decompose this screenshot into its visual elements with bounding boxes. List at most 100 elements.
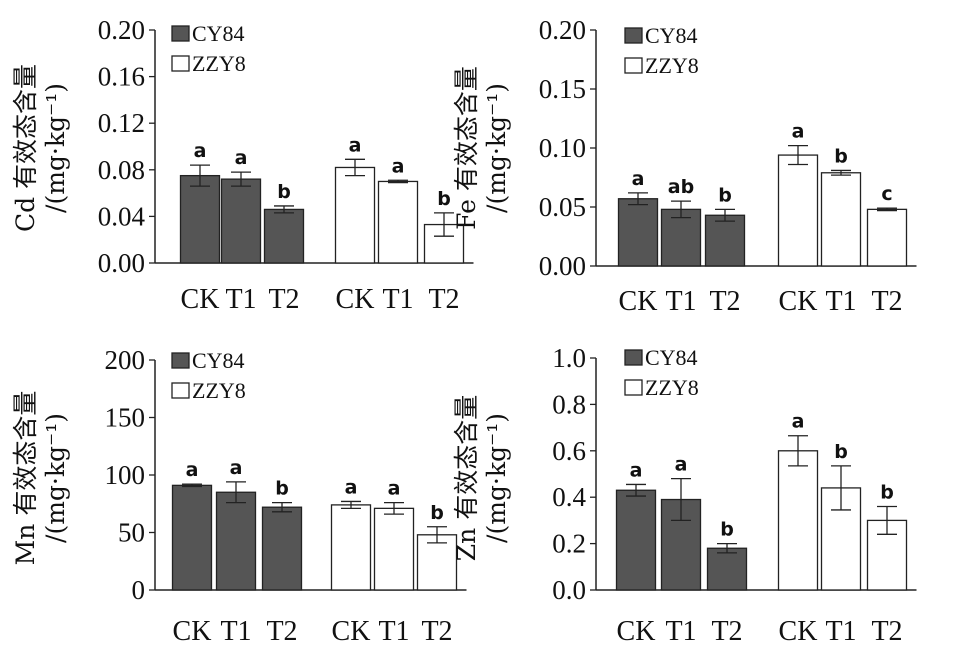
significance-letter: b xyxy=(834,145,848,167)
significance-letter: a xyxy=(349,134,362,156)
panel-zn: 0.0 0.2 0.4 0.6 0.8 1.0 a CK a T1 b T2 a CK b T1 b T2 CY84… xyxy=(452,343,917,647)
bar-zzy8-ck xyxy=(777,154,819,267)
significance-letter: b xyxy=(834,441,848,463)
category-label: T1 xyxy=(825,616,856,647)
y-tick-label: 0.12 xyxy=(98,108,145,138)
legend-label-cy84: CY84 xyxy=(192,348,245,373)
panel-cd: 0.00 0.04 0.08 0.12 0.16 0.20 a CK a T1 b T2 a CK a T1 b… xyxy=(11,15,474,315)
y-tick-label: 0.20 xyxy=(539,15,586,45)
category-label: T1 xyxy=(665,616,696,647)
legend-label-cy84: CY84 xyxy=(192,21,245,46)
significance-letter: a xyxy=(675,454,688,476)
y-axis-label: Mn 有效态含量 xyxy=(11,391,40,566)
category-label: CK xyxy=(181,284,220,315)
y-axis-unit: /(mg·kg⁻¹) xyxy=(482,83,511,213)
bar-zzy8-t1 xyxy=(377,180,419,264)
category-label: T2 xyxy=(268,284,299,315)
category-label: T1 xyxy=(220,616,251,647)
category-label: T2 xyxy=(266,616,297,647)
y-tick-label: 0.6 xyxy=(552,436,586,466)
category-label: T1 xyxy=(382,284,413,315)
bar-cy84-t1 xyxy=(215,491,257,591)
bar-cy84-ck xyxy=(171,484,213,591)
y-axis-label: Fe 有效态含量 xyxy=(452,66,481,230)
legend-swatch-zzy8 xyxy=(171,382,190,399)
y-axis-label: Cd 有效态含量 xyxy=(11,64,40,232)
significance-letter: a xyxy=(630,459,643,481)
y-tick-label: 0 xyxy=(132,575,146,605)
y-tick-label: 0.0 xyxy=(552,575,586,605)
category-label: CK xyxy=(617,616,656,647)
bar-cy84-t2 xyxy=(704,214,746,267)
y-tick-label: 0.8 xyxy=(552,389,586,419)
y-tick-label: 0.05 xyxy=(539,192,586,222)
category-label: CK xyxy=(619,286,658,317)
y-tick-label: 0.00 xyxy=(539,251,586,281)
bar-zzy8-ck xyxy=(334,166,376,264)
y-tick-label: 100 xyxy=(105,460,146,490)
panel-fe: 0.00 0.05 0.10 0.15 0.20 a CK ab T1 b T2 a CK b T1 c T2 C… xyxy=(452,15,917,317)
significance-letter: a xyxy=(230,457,243,479)
legend: CY84 ZZY8 xyxy=(171,348,246,403)
significance-letter: b xyxy=(437,188,451,210)
significance-letter: a xyxy=(194,140,207,162)
bar-zzy8-t2 xyxy=(416,534,458,591)
category-label: T2 xyxy=(711,616,742,647)
bar-cy84-ck xyxy=(179,174,221,264)
y-tick-label: 1.0 xyxy=(552,343,586,373)
legend-swatch-zzy8 xyxy=(624,57,643,74)
legend-label-zzy8: ZZY8 xyxy=(645,53,699,78)
significance-letter: c xyxy=(881,183,892,205)
bar-cy84-t2 xyxy=(261,506,303,591)
legend-swatch-cy84 xyxy=(171,25,190,42)
bar-cy84-t1 xyxy=(660,208,702,267)
category-label: CK xyxy=(332,616,371,647)
y-tick-label: 0.16 xyxy=(98,62,145,92)
significance-letter: b xyxy=(275,478,289,500)
category-label: CK xyxy=(779,616,818,647)
significance-letter: a xyxy=(792,411,805,433)
significance-letter: b xyxy=(880,481,894,503)
y-tick-label: 0.20 xyxy=(98,15,145,45)
bar-zzy8-t1 xyxy=(373,507,415,591)
bar-cy84-t2 xyxy=(263,208,305,264)
y-tick-label: 0.00 xyxy=(98,248,145,278)
bar-zzy8-ck xyxy=(330,504,372,591)
y-tick-label: 0.04 xyxy=(98,201,146,231)
category-label: T2 xyxy=(871,286,902,317)
legend-swatch-cy84 xyxy=(624,349,643,366)
bar-cy84-t2 xyxy=(706,547,748,591)
legend-label-zzy8: ZZY8 xyxy=(192,378,246,403)
y-tick-label: 0.08 xyxy=(98,155,145,185)
legend-swatch-cy84 xyxy=(624,27,643,44)
significance-letter: a xyxy=(632,168,645,190)
category-label: CK xyxy=(336,284,375,315)
significance-letter: a xyxy=(235,147,248,169)
significance-letter: ab xyxy=(668,176,694,198)
legend-label-cy84: CY84 xyxy=(645,345,698,370)
category-label: T2 xyxy=(428,284,459,315)
y-axis-unit: /(mg·kg⁻¹) xyxy=(41,83,70,213)
category-label: T1 xyxy=(825,286,856,317)
y-tick-label: 150 xyxy=(105,403,146,433)
bar-cy84-t1 xyxy=(220,178,262,264)
category-label: T2 xyxy=(709,286,740,317)
category-label: CK xyxy=(173,616,212,647)
legend-swatch-zzy8 xyxy=(624,379,643,396)
bar-zzy8-ck xyxy=(777,450,819,591)
category-label: CK xyxy=(779,286,818,317)
y-tick-label: 0.10 xyxy=(539,133,586,163)
significance-letter: b xyxy=(277,181,291,203)
y-axis-unit: /(mg·kg⁻¹) xyxy=(41,413,70,543)
significance-letter: a xyxy=(345,476,358,498)
category-label: T1 xyxy=(665,286,696,317)
legend-label-cy84: CY84 xyxy=(645,23,698,48)
y-tick-label: 50 xyxy=(118,518,145,548)
significance-letter: b xyxy=(718,184,732,206)
significance-letter: b xyxy=(720,519,734,541)
legend: CY84 ZZY8 xyxy=(171,21,246,76)
panel-mn: 0 50 100 150 200 a CK a T1 b T2 a CK a T1 b T2 CY84 ZZY8 Mn… xyxy=(11,345,467,647)
significance-letter: b xyxy=(430,502,444,524)
category-label: T1 xyxy=(378,616,409,647)
